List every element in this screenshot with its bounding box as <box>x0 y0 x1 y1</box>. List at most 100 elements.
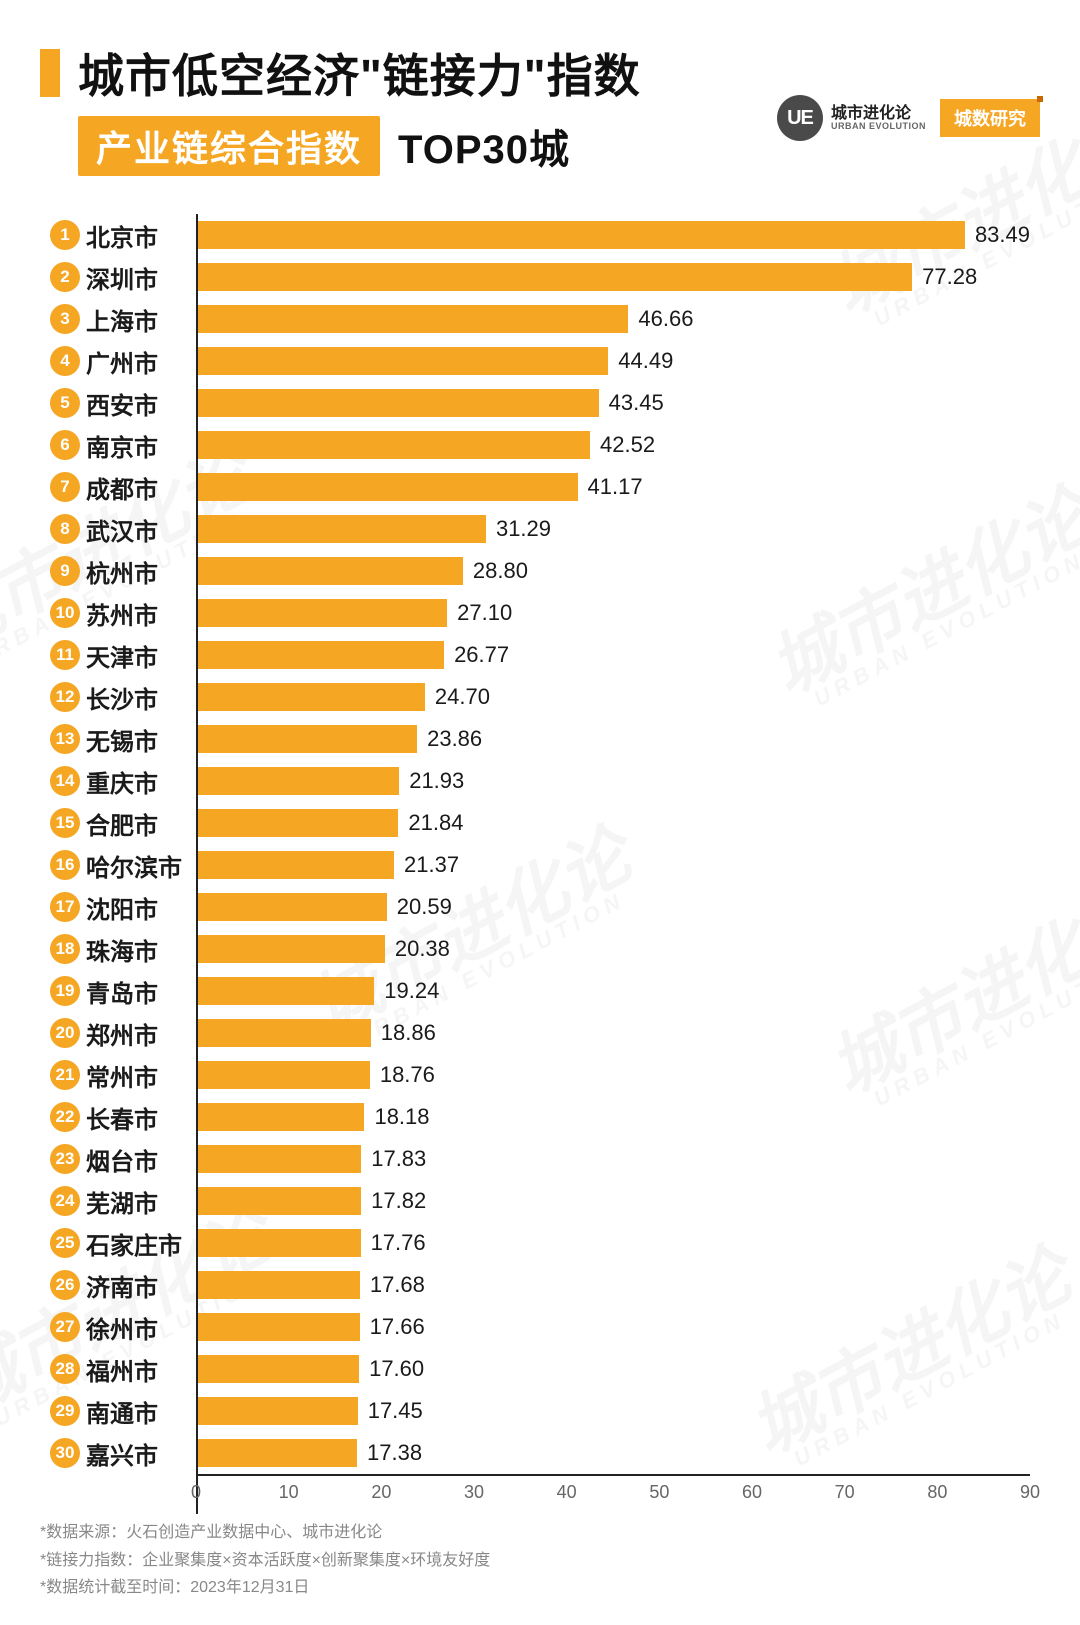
rank-badge: 7 <box>50 472 80 502</box>
bar <box>196 557 463 585</box>
bar-value: 44.49 <box>618 348 673 374</box>
bar-value: 17.38 <box>367 1440 422 1466</box>
bar <box>196 1187 361 1215</box>
city-label: 烟台市 <box>86 1142 196 1177</box>
y-axis-line <box>196 214 198 1514</box>
city-label: 嘉兴市 <box>86 1436 196 1471</box>
footer-date: 数据统计截至时间：2023年12月31日 <box>40 1574 1040 1601</box>
rank-badge: 5 <box>50 388 80 418</box>
footer-notes: 数据来源：火石创造产业数据中心、城市进化论 链接力指数：企业聚集度×资本活跃度×… <box>40 1519 1040 1601</box>
bar-track: 18.86 <box>196 1012 1030 1054</box>
bar-track: 17.83 <box>196 1138 1030 1180</box>
city-label: 郑州市 <box>86 1016 196 1051</box>
city-label: 哈尔滨市 <box>86 848 196 883</box>
bar-track: 17.76 <box>196 1222 1030 1264</box>
bar <box>196 305 628 333</box>
city-label: 深圳市 <box>86 260 196 295</box>
bar <box>196 977 374 1005</box>
rank-badge: 1 <box>50 220 80 250</box>
bar <box>196 1355 359 1383</box>
city-label: 福州市 <box>86 1352 196 1387</box>
rank-badge: 18 <box>50 934 80 964</box>
header: 城市低空经济"链接力"指数 产业链综合指数 TOP30城 UE 城市进化论 UR… <box>0 0 1080 186</box>
bar-track: 21.84 <box>196 802 1030 844</box>
rank-badge: 26 <box>50 1270 80 1300</box>
x-tick: 20 <box>371 1482 391 1503</box>
bar <box>196 641 444 669</box>
ue-logo-icon: UE <box>777 95 823 141</box>
x-tick: 10 <box>279 1482 299 1503</box>
bar-value: 18.76 <box>380 1062 435 1088</box>
bar <box>196 935 385 963</box>
bar <box>196 1103 364 1131</box>
rank-badge: 9 <box>50 556 80 586</box>
bar-track: 17.60 <box>196 1348 1030 1390</box>
bar <box>196 1061 370 1089</box>
rank-badge: 3 <box>50 304 80 334</box>
bar <box>196 809 398 837</box>
city-label: 上海市 <box>86 302 196 337</box>
bar <box>196 1271 360 1299</box>
city-label: 芜湖市 <box>86 1184 196 1219</box>
bar-track: 17.66 <box>196 1306 1030 1348</box>
rank-badge: 8 <box>50 514 80 544</box>
bar-value: 27.10 <box>457 600 512 626</box>
bar-track: 28.80 <box>196 550 1030 592</box>
bar-track: 41.17 <box>196 466 1030 508</box>
bar-value: 20.38 <box>395 936 450 962</box>
bar-value: 26.77 <box>454 642 509 668</box>
bar-track: 44.49 <box>196 340 1030 382</box>
city-label: 杭州市 <box>86 554 196 589</box>
city-label: 徐州市 <box>86 1310 196 1345</box>
bar <box>196 1313 360 1341</box>
bar-value: 17.76 <box>371 1230 426 1256</box>
x-tick: 80 <box>927 1482 947 1503</box>
city-label: 南京市 <box>86 428 196 463</box>
rank-badge: 17 <box>50 892 80 922</box>
city-label: 合肥市 <box>86 806 196 841</box>
city-label: 长春市 <box>86 1100 196 1135</box>
bar-value: 18.18 <box>374 1104 429 1130</box>
bar-value: 17.83 <box>371 1146 426 1172</box>
bar-track: 17.68 <box>196 1264 1030 1306</box>
bar <box>196 851 394 879</box>
bar-track: 23.86 <box>196 718 1030 760</box>
x-tick: 60 <box>742 1482 762 1503</box>
bar-value: 21.93 <box>409 768 464 794</box>
rank-badge: 20 <box>50 1018 80 1048</box>
city-label: 沈阳市 <box>86 890 196 925</box>
bar-track: 83.49 <box>196 214 1030 256</box>
footer-formula: 链接力指数：企业聚集度×资本活跃度×创新聚集度×环境友好度 <box>40 1547 1040 1574</box>
rank-badge: 21 <box>50 1060 80 1090</box>
city-label: 南通市 <box>86 1394 196 1429</box>
rank-badge: 22 <box>50 1102 80 1132</box>
bar-value: 23.86 <box>427 726 482 752</box>
rank-badge: 28 <box>50 1354 80 1384</box>
bar-chart: 1北京市83.492深圳市77.283上海市46.664广州市44.495西安市… <box>50 214 1030 1514</box>
bar <box>196 431 590 459</box>
city-label: 北京市 <box>86 218 196 253</box>
bar-value: 19.24 <box>384 978 439 1004</box>
logo-group: UE 城市进化论 URBAN EVOLUTION 城数研究 <box>777 95 1040 141</box>
bar-value: 21.84 <box>408 810 463 836</box>
city-label: 济南市 <box>86 1268 196 1303</box>
bar-track: 19.24 <box>196 970 1030 1012</box>
research-tag: 城数研究 <box>940 99 1040 137</box>
city-label: 青岛市 <box>86 974 196 1009</box>
bar-value: 24.70 <box>435 684 490 710</box>
rank-badge: 16 <box>50 850 80 880</box>
rank-badge: 2 <box>50 262 80 292</box>
main-title: 城市低空经济"链接力"指数 <box>78 40 641 106</box>
bar <box>196 1145 361 1173</box>
bar <box>196 599 447 627</box>
bar-value: 43.45 <box>609 390 664 416</box>
bar <box>196 515 486 543</box>
rank-badge: 30 <box>50 1438 80 1468</box>
city-label: 珠海市 <box>86 932 196 967</box>
bar <box>196 893 387 921</box>
x-tick: 0 <box>191 1482 201 1503</box>
bar-value: 77.28 <box>922 264 977 290</box>
bar-value: 46.66 <box>638 306 693 332</box>
rank-badge: 12 <box>50 682 80 712</box>
ue-logo-en: URBAN EVOLUTION <box>831 122 926 131</box>
